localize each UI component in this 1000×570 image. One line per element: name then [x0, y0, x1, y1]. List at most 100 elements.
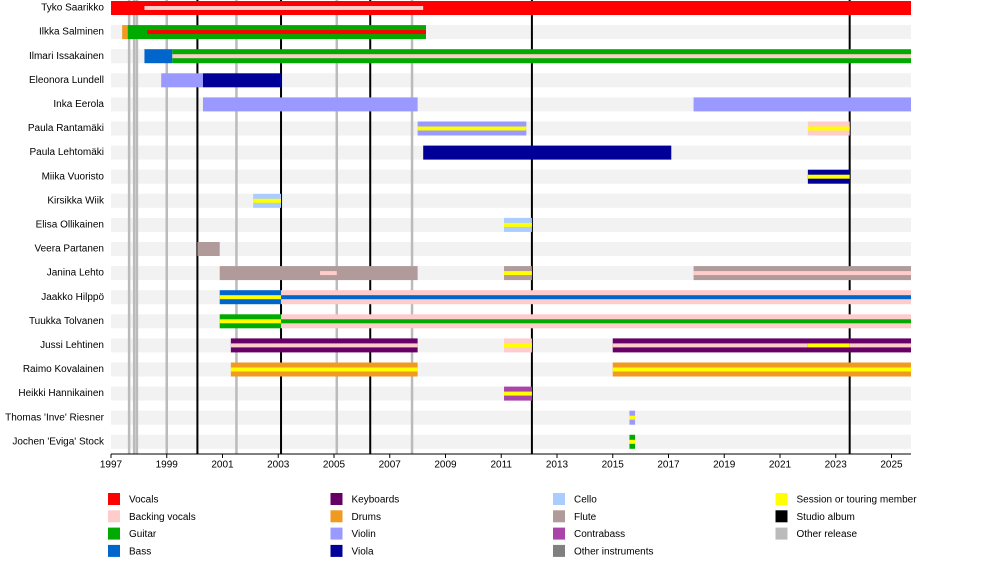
row-band	[111, 434, 911, 449]
legend-swatch	[553, 527, 565, 540]
x-tick-label: 2003	[267, 460, 290, 471]
x-tick-label: 2023	[825, 460, 848, 471]
member-bar	[693, 97, 911, 112]
member-name: Eleonora Lundell	[29, 75, 104, 86]
member-stripe	[219, 295, 282, 300]
member-name: Janina Lehto	[47, 268, 105, 279]
member-stripe	[612, 343, 808, 348]
x-tick-label: 2011	[490, 460, 512, 471]
legend-swatch	[108, 544, 120, 557]
member-name: Paula Lehtomäki	[30, 147, 105, 158]
legend-swatch	[330, 527, 343, 540]
member-name: Ilmari Issakainen	[29, 51, 104, 62]
member-stripe	[807, 343, 850, 348]
member-bar	[144, 49, 173, 64]
legend-swatch	[330, 544, 343, 557]
x-tick-label: 2005	[323, 460, 346, 471]
member-name: Raimo Kovalainen	[23, 364, 104, 375]
legend-label: Drums	[352, 512, 381, 523]
legend-swatch	[108, 493, 120, 505]
legend-label: Other instruments	[574, 547, 653, 558]
member-bar	[122, 25, 128, 40]
x-tick-label: 2017	[657, 460, 680, 471]
member-name: Veera Partanen	[35, 244, 105, 255]
member-name: Tuukka Tolvanen	[29, 316, 104, 327]
member-stripe	[417, 126, 527, 131]
member-stripe	[504, 222, 532, 227]
member-name: Tyko Saarikko	[41, 3, 104, 14]
member-stripe	[629, 439, 636, 444]
member-name: Jaakko Hilppö	[41, 292, 104, 303]
member-stripe	[849, 343, 911, 348]
member-stripe	[230, 367, 418, 372]
x-tick-label: 2015	[602, 460, 625, 471]
member-stripe	[807, 126, 850, 131]
legend-label: Cello	[574, 495, 597, 506]
row-band	[111, 73, 911, 88]
row-band	[111, 193, 911, 208]
member-stripe	[807, 174, 850, 179]
legend-label: Keyboards	[352, 495, 400, 506]
member-stripe	[504, 343, 532, 348]
legend-swatch	[553, 493, 565, 505]
legend-label: Violin	[352, 529, 376, 540]
legend-label: Contrabass	[574, 529, 625, 540]
member-name: Paula Rantamäki	[28, 123, 104, 134]
legend-label: Vocals	[129, 495, 158, 506]
member-name: Heikki Hannikainen	[18, 388, 104, 399]
member-name: Ilkka Salminen	[39, 27, 104, 38]
legend-label: Studio album	[797, 512, 855, 523]
legend-label: Viola	[352, 547, 374, 558]
member-stripe	[230, 343, 418, 348]
legend-label: Session or touring member	[797, 495, 918, 506]
member-stripe	[612, 367, 911, 372]
member-bar	[202, 73, 282, 88]
member-stripe	[504, 391, 532, 396]
member-bar	[161, 73, 203, 88]
legend-swatch	[108, 510, 120, 523]
legend-swatch	[553, 510, 565, 523]
row-band	[111, 169, 911, 184]
x-tick-label: 1999	[156, 460, 179, 471]
legend-swatch	[775, 527, 788, 540]
member-name: Inka Eerola	[53, 99, 104, 110]
member-stripe	[320, 271, 337, 276]
row-band	[111, 242, 911, 256]
member-stripe	[144, 6, 424, 10]
member-bar	[219, 266, 418, 281]
x-tick-label: 1997	[100, 460, 123, 471]
x-tick-label: 2013	[546, 460, 569, 471]
member-name: Elisa Ollikainen	[36, 220, 104, 231]
member-bar	[423, 145, 672, 160]
member-name: Miika Vuoristo	[42, 171, 105, 182]
legend-label: Guitar	[129, 529, 157, 540]
member-stripe	[253, 198, 282, 203]
legend-swatch	[553, 544, 565, 557]
legend-swatch	[775, 510, 788, 523]
legend-label: Bass	[129, 547, 151, 558]
row-band	[111, 410, 911, 425]
x-tick-label: 2001	[211, 460, 234, 471]
member-name: Thomas 'Inve' Riesner	[5, 412, 105, 423]
x-tick-label: 2019	[713, 460, 736, 471]
member-stripe	[219, 319, 282, 324]
member-name: Jochen 'Eviga' Stock	[12, 436, 105, 447]
member-stripe	[281, 295, 911, 300]
legend-label: Backing vocals	[129, 512, 196, 523]
member-stripe	[693, 271, 911, 276]
member-stripe	[147, 30, 426, 35]
member-stripe	[172, 54, 911, 59]
member-name: Kirsikka Wiik	[47, 195, 105, 206]
x-tick-label: 2009	[434, 460, 457, 471]
legend-swatch	[775, 493, 788, 505]
x-tick-label: 2007	[379, 460, 402, 471]
legend-swatch	[330, 510, 343, 523]
legend-label: Flute	[574, 512, 597, 523]
legend-swatch	[330, 493, 343, 505]
legend-label: Other release	[797, 529, 858, 540]
member-name: Jussi Lehtinen	[40, 340, 104, 351]
member-stripe	[504, 271, 532, 276]
member-bar	[202, 97, 418, 112]
member-stripe	[629, 415, 636, 420]
